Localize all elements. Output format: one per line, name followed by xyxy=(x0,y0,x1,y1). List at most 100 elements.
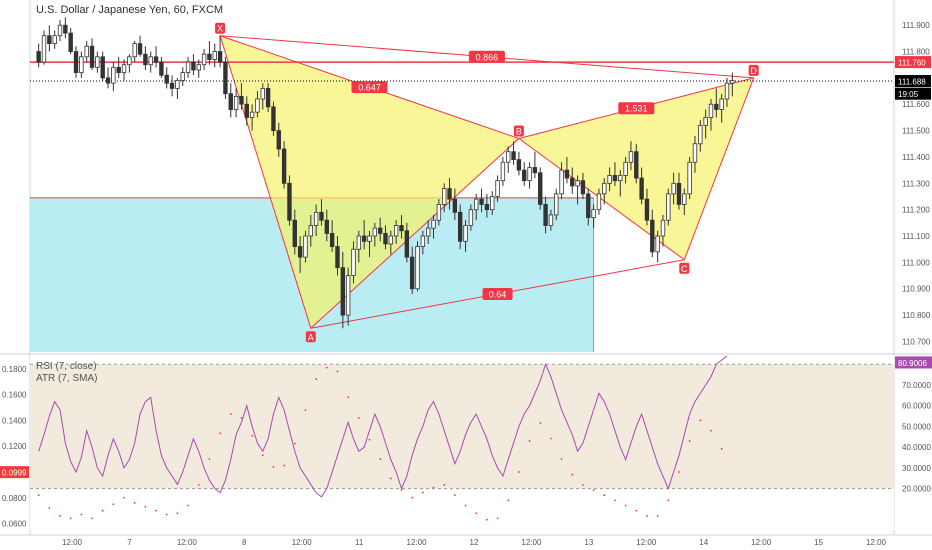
candle-body xyxy=(575,180,580,187)
candle-body xyxy=(297,246,303,258)
atr-dot xyxy=(720,447,723,450)
candle-body xyxy=(511,151,516,160)
time-tick-label: 11 xyxy=(355,538,364,547)
candle-body xyxy=(143,53,148,66)
candle-body xyxy=(335,246,340,269)
pattern-point-label: A xyxy=(308,332,314,342)
atr-dot xyxy=(571,473,574,476)
rsi-tick-label: 50.0000 xyxy=(902,422,931,431)
candle-body xyxy=(383,232,388,245)
atr-dot xyxy=(59,514,61,517)
candle-body xyxy=(196,64,201,71)
rsi-band xyxy=(30,364,894,489)
candle-body xyxy=(730,80,735,84)
candle-body xyxy=(388,235,394,245)
price-axis-label-text: 111.688 xyxy=(898,78,926,87)
atr-dot xyxy=(368,438,371,441)
time-tick-label: 8 xyxy=(242,538,247,547)
candle-body xyxy=(223,61,228,95)
candle-body xyxy=(169,82,175,89)
candle-body xyxy=(63,24,68,34)
atr-dot xyxy=(112,503,115,506)
candle-body xyxy=(490,196,495,211)
price-tick-label: 111.000 xyxy=(902,258,930,267)
candle-body xyxy=(548,214,554,226)
candle-body xyxy=(655,235,660,253)
candle-body xyxy=(73,51,79,74)
candle-body xyxy=(100,56,105,79)
ratio-label-text: 0.647 xyxy=(358,83,381,93)
candle-body xyxy=(554,193,559,216)
pattern-point-label: C xyxy=(681,264,688,274)
time-tick-label: 12:00 xyxy=(636,538,657,547)
atr-dot xyxy=(400,489,403,491)
candle-body xyxy=(303,235,308,258)
atr-dot xyxy=(678,471,680,473)
candle-body xyxy=(372,227,378,237)
candle-body xyxy=(132,43,137,58)
atr-dot xyxy=(624,504,627,507)
time-tick-label: 12:00 xyxy=(521,538,542,547)
atr-legend-label: ATR (7, SMA) xyxy=(36,373,98,384)
candle-body xyxy=(201,53,207,66)
candle-body xyxy=(159,61,164,76)
atr-dot xyxy=(389,477,392,480)
atr-last-value-text: 0.0999 xyxy=(2,469,27,478)
candle-body xyxy=(95,56,100,68)
atr-dot xyxy=(485,518,488,521)
candle-body xyxy=(538,172,543,205)
atr-dot xyxy=(133,502,136,504)
candle-body xyxy=(265,88,271,108)
atr-dot xyxy=(165,513,168,516)
atr-dot xyxy=(251,435,254,437)
atr-dot xyxy=(443,483,446,486)
candle-body xyxy=(687,161,692,195)
symbol-title: U.S. Dollar / Japanese Yen, 60, FXCM xyxy=(36,4,224,16)
candle-body xyxy=(447,188,452,200)
candle-body xyxy=(623,161,628,176)
ratio-label-xd: 0.866 xyxy=(468,50,505,63)
atr-dot xyxy=(123,496,125,499)
candle-body xyxy=(89,45,95,68)
atr-tick-label: 0.1600 xyxy=(2,391,27,400)
pattern-point-d: D xyxy=(748,64,759,76)
candle-body xyxy=(468,209,474,226)
candle-body xyxy=(319,211,324,221)
atr-dot xyxy=(635,509,638,512)
price-tick-label: 110.800 xyxy=(902,311,931,320)
atr-dot xyxy=(560,458,563,461)
atr-dot xyxy=(293,442,296,445)
atr-dot xyxy=(550,437,552,440)
candle-body xyxy=(292,219,297,247)
candle-body xyxy=(351,248,356,276)
candle-body xyxy=(634,151,639,179)
atr-dot xyxy=(144,505,147,508)
candle-body xyxy=(175,80,180,89)
candle-body xyxy=(559,169,564,195)
atr-dot xyxy=(710,429,712,432)
candle-body xyxy=(137,43,143,55)
atr-dot xyxy=(614,499,616,502)
candle-body xyxy=(329,232,335,247)
candle-body xyxy=(47,35,52,45)
candle-body xyxy=(698,124,703,145)
atr-dot xyxy=(272,465,275,468)
candle-body xyxy=(628,151,634,163)
pattern-point-label: D xyxy=(750,66,757,76)
atr-dot xyxy=(80,513,83,516)
candle-body xyxy=(271,106,276,132)
candle-body xyxy=(260,88,265,100)
atr-dot xyxy=(48,507,51,509)
price-axis-label-2: 19:05 xyxy=(895,87,931,100)
candle-body xyxy=(527,167,532,182)
candle-body xyxy=(506,151,511,163)
candle-body xyxy=(660,219,666,237)
atr-dot xyxy=(176,512,179,515)
candle-body xyxy=(340,267,346,316)
time-tick-label: 7 xyxy=(127,538,132,547)
candle-body xyxy=(228,93,233,110)
atr-dot xyxy=(699,419,702,422)
candle-body xyxy=(484,204,490,211)
candle-body xyxy=(287,182,292,221)
